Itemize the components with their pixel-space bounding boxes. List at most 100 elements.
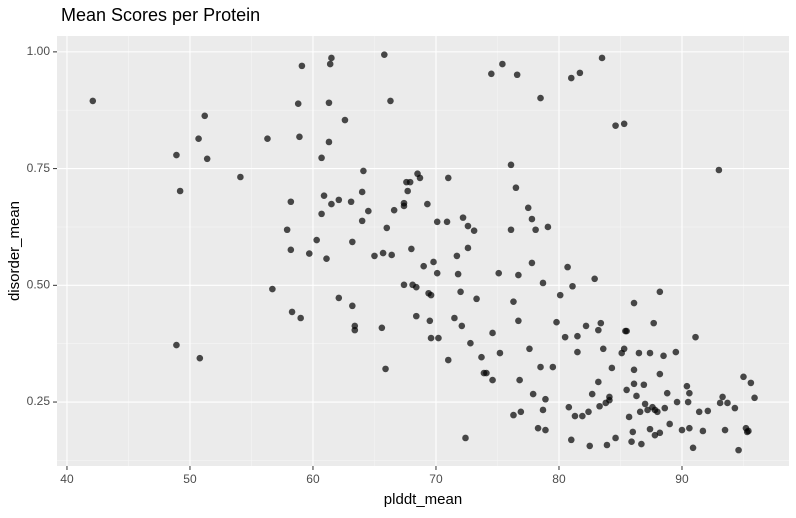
point — [297, 314, 304, 322]
point — [534, 424, 542, 432]
point — [294, 100, 302, 107]
point — [537, 363, 544, 371]
point — [745, 427, 752, 435]
point — [630, 366, 638, 374]
point — [430, 258, 437, 266]
point — [620, 120, 628, 128]
point — [565, 403, 573, 411]
point — [378, 324, 386, 332]
point — [451, 314, 458, 322]
x-axis-title: plddt_mean — [384, 491, 462, 508]
point — [623, 327, 630, 335]
point — [328, 54, 335, 62]
point — [365, 207, 372, 215]
point — [704, 407, 712, 415]
point — [516, 376, 523, 384]
point — [406, 178, 414, 186]
x-tick-label: 70 — [429, 472, 443, 486]
point — [513, 71, 521, 79]
point — [404, 187, 411, 195]
point — [564, 263, 571, 271]
point — [196, 354, 204, 362]
point — [427, 334, 435, 342]
point — [470, 227, 478, 234]
point — [400, 281, 408, 289]
point — [435, 334, 442, 342]
point — [556, 291, 564, 299]
point — [528, 215, 536, 223]
point — [459, 214, 467, 221]
point — [715, 166, 723, 174]
point — [595, 326, 602, 334]
point — [529, 390, 537, 398]
point — [686, 389, 693, 397]
point — [672, 348, 680, 356]
point — [663, 389, 671, 397]
point — [678, 426, 686, 434]
point — [656, 429, 664, 437]
point — [721, 426, 729, 434]
point — [603, 441, 611, 449]
point — [496, 349, 504, 357]
point — [464, 222, 472, 230]
point — [420, 262, 427, 270]
point — [495, 269, 503, 277]
point — [574, 332, 581, 340]
point — [444, 356, 452, 364]
point — [576, 69, 584, 77]
point — [553, 318, 560, 326]
point — [426, 317, 434, 325]
point — [424, 200, 431, 208]
point — [457, 288, 464, 296]
point — [623, 386, 630, 394]
point — [567, 436, 575, 444]
point — [488, 70, 495, 78]
point — [478, 353, 485, 361]
point — [416, 174, 424, 182]
point — [462, 434, 469, 442]
x-tick-label: 90 — [675, 472, 689, 486]
point — [636, 408, 644, 416]
point — [453, 252, 461, 260]
point — [640, 381, 648, 389]
point — [646, 349, 654, 357]
point — [328, 200, 335, 208]
point — [325, 138, 333, 146]
y-tick-label: 0.50 — [27, 277, 51, 291]
point — [532, 226, 539, 234]
point — [544, 223, 552, 231]
point — [571, 412, 579, 420]
point — [444, 174, 452, 182]
point — [630, 380, 638, 388]
points — [89, 51, 758, 454]
point — [588, 390, 596, 398]
point — [582, 322, 590, 330]
point — [747, 379, 755, 387]
point — [341, 116, 349, 124]
point — [569, 282, 576, 290]
point — [201, 112, 209, 120]
point — [510, 411, 517, 419]
chart-title: Mean Scores per Protein — [61, 5, 260, 25]
point — [585, 408, 592, 416]
point — [542, 395, 549, 403]
point — [349, 302, 356, 310]
point — [483, 369, 490, 377]
point — [323, 255, 330, 263]
point — [539, 406, 547, 414]
point — [358, 217, 366, 225]
point — [692, 333, 699, 341]
point — [654, 408, 661, 416]
point — [606, 396, 613, 404]
point — [351, 326, 359, 334]
point — [412, 283, 420, 291]
point — [320, 192, 328, 199]
point — [358, 188, 366, 196]
point — [612, 434, 619, 442]
point — [635, 349, 643, 357]
point — [660, 352, 667, 360]
point — [686, 424, 693, 432]
point — [567, 74, 575, 82]
point — [751, 394, 758, 402]
